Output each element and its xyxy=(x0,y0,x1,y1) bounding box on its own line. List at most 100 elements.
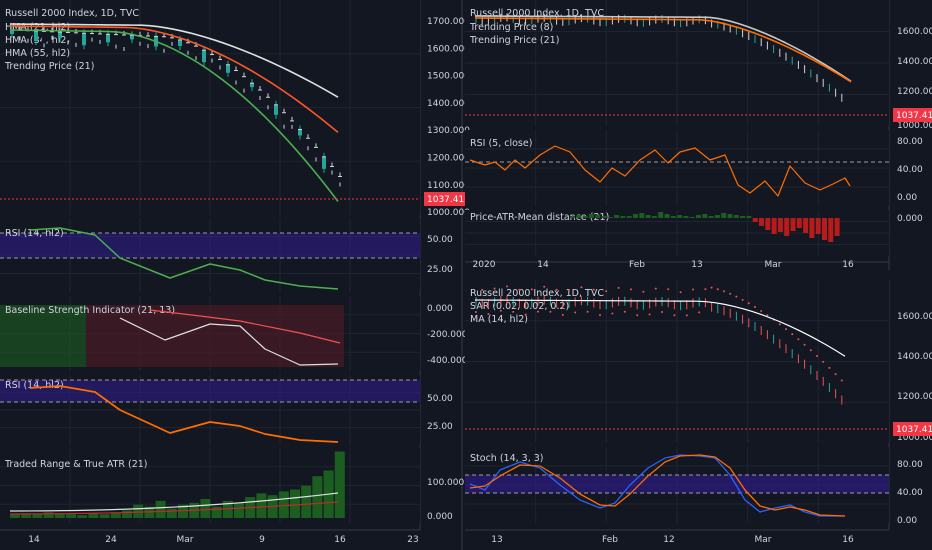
left-price-title: Russell 2000 Index, 1D, TVC xyxy=(5,8,139,19)
left-price-ytick: 1000.000 xyxy=(427,208,470,218)
rb-legend-item: MA (14, hl2) xyxy=(470,314,528,325)
left-xtick: 14 xyxy=(28,535,40,545)
sar-dot xyxy=(512,310,515,313)
sar-dot xyxy=(685,314,688,317)
dist-bar xyxy=(740,216,746,218)
rt-legend-item: Trending Price (8) xyxy=(469,22,553,33)
dist-bar xyxy=(601,216,607,218)
atr-bar xyxy=(54,513,65,518)
atr-bar xyxy=(99,514,110,518)
rb-stoch-ytick: 40.00 xyxy=(897,488,923,498)
rt-last-price-tag-bg xyxy=(893,108,932,122)
atr-bar xyxy=(122,510,132,518)
left-rsi2-pane[interactable]: RSI (14, hl2) xyxy=(0,375,420,445)
candle-body xyxy=(170,37,174,42)
sar-dot xyxy=(698,311,701,314)
dist-bar xyxy=(714,215,720,218)
left-price-pane[interactable]: Russell 2000 Index, 1D, TVC HMA (21, hl2)… xyxy=(0,0,420,215)
candle-body xyxy=(10,30,14,34)
left-price-ytick: 1300.000 xyxy=(427,126,470,136)
sar-dot xyxy=(568,289,570,292)
left-atr-pane[interactable]: Traded Range & True ATR (21) xyxy=(0,448,420,523)
atr-bar xyxy=(166,508,177,518)
rt-extra-tick: 1000.000 xyxy=(897,121,932,131)
left-rsi-ytick: 25.00 xyxy=(427,265,453,275)
candle-body xyxy=(234,70,238,81)
left-atr-title: Traded Range & True ATR (21) xyxy=(4,459,148,470)
sar-dot xyxy=(611,312,614,315)
rb-stoch-pane[interactable]: Stoch (14, 3, 3) xyxy=(465,447,889,523)
rt-xtick: 14 xyxy=(537,260,549,270)
rsi-band xyxy=(0,233,420,258)
sar-dot xyxy=(617,286,620,289)
sar-dot xyxy=(673,314,676,317)
sar-dot xyxy=(754,306,756,309)
sar-dot xyxy=(679,291,682,294)
sar-dot xyxy=(791,333,794,336)
sar-dot xyxy=(648,313,651,316)
sar-dot xyxy=(785,328,787,331)
sar-dot xyxy=(828,366,831,369)
sar-dot xyxy=(809,349,812,352)
candle-body xyxy=(226,64,230,73)
dist-bar xyxy=(677,215,683,218)
dist-bar xyxy=(733,215,739,218)
candle-body xyxy=(18,30,22,37)
left-rsi2-ytick: 50.00 xyxy=(427,394,453,404)
left-xtick: 9 xyxy=(259,535,265,545)
dist-bar xyxy=(689,217,695,218)
left-xtick: 24 xyxy=(105,535,117,545)
candle-body xyxy=(218,59,222,66)
dist-bar xyxy=(752,218,758,222)
sar-dot xyxy=(487,312,490,315)
sar-dot xyxy=(599,314,601,317)
sar-dot xyxy=(630,288,632,291)
rt-dist-pane[interactable]: Price-ATR-Mean distance (21) xyxy=(465,210,889,256)
left-legend-item: HMA (55, hl2) xyxy=(5,48,70,59)
rt-rsi-pane[interactable]: RSI (5, close) xyxy=(465,130,889,206)
rsi2-line xyxy=(29,385,339,443)
hma34-line xyxy=(9,25,339,134)
rb-price-title: Russell 2000 Index, 1D, TVC xyxy=(470,288,604,299)
atr-bar xyxy=(66,514,76,518)
sar-dot xyxy=(518,288,521,291)
bsi-line xyxy=(119,317,339,366)
candle-body xyxy=(90,33,94,38)
bsi-green-zone xyxy=(0,305,86,367)
candle-body xyxy=(50,31,54,36)
atr-bar xyxy=(155,500,166,518)
rb-xtick: 16 xyxy=(842,535,854,545)
candle-body xyxy=(58,32,62,39)
sar-dot xyxy=(586,310,589,313)
rt-price-ytick: 1200.000 xyxy=(897,87,932,97)
sar-dot xyxy=(549,310,552,313)
candle-body xyxy=(162,36,166,49)
sar-dot xyxy=(735,295,738,298)
candle-body xyxy=(290,120,294,125)
sar-dot xyxy=(642,290,645,293)
rb-stoch-title: Stoch (14, 3, 3) xyxy=(470,453,544,464)
rsi2-band xyxy=(0,380,420,402)
candle-body xyxy=(106,34,110,43)
left-price-ytick: 1700.000 xyxy=(427,17,470,27)
atr-bar xyxy=(21,513,32,518)
bsi-baseline xyxy=(149,309,341,344)
atr-bar xyxy=(77,515,88,518)
rt-xtick: 13 xyxy=(691,260,702,270)
dist-bar xyxy=(803,218,809,233)
candle-body xyxy=(186,42,190,51)
left-rsi2-ytick: 25.00 xyxy=(427,422,453,432)
rb-price-ytick: 1200.000 xyxy=(897,392,932,402)
left-bsi-pane[interactable]: Baseline Strength Indicator (21, 13) xyxy=(0,296,420,371)
dist-bar xyxy=(645,215,651,218)
rt-price-pane[interactable]: Russell 2000 Index, 1D, TVC Trending Pric… xyxy=(465,0,889,126)
dist-bar xyxy=(721,213,727,218)
left-rsi-pane[interactable]: RSI (14, hl2) xyxy=(0,218,420,292)
dist-bar xyxy=(765,218,771,230)
stoch-d-line xyxy=(469,454,846,517)
candle-body xyxy=(298,129,302,136)
left-atr-ytick: 100.000 xyxy=(427,478,464,488)
bsi-red-zone xyxy=(86,305,344,367)
